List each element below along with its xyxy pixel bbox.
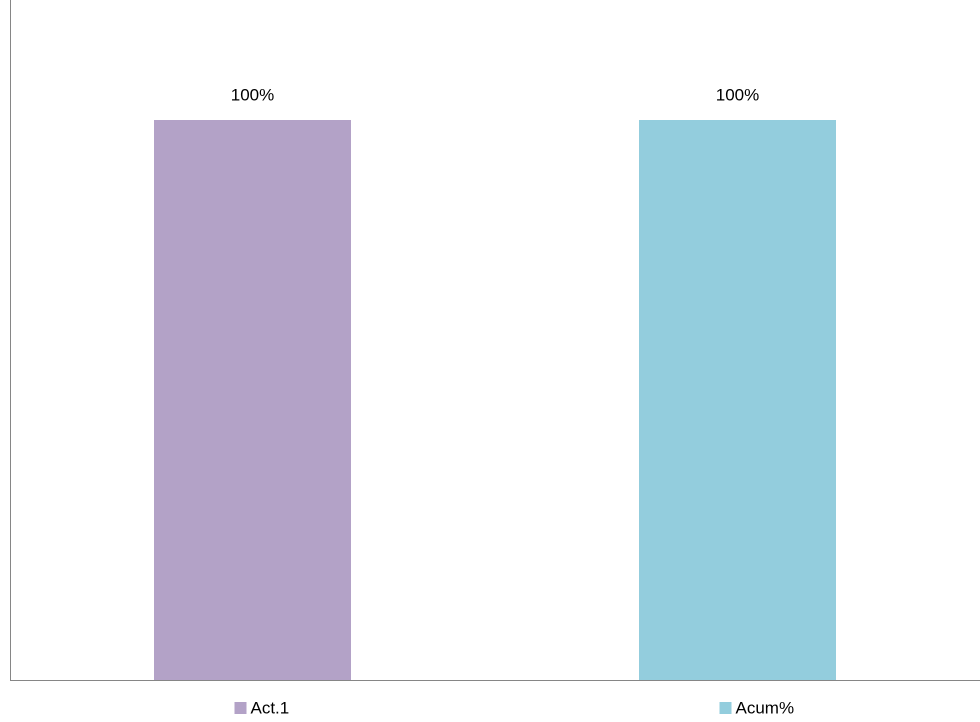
data-label: 100% <box>231 85 274 104</box>
legend-label: Acum% <box>736 698 795 717</box>
legend-label: Act.1 <box>251 698 290 717</box>
legend-swatch <box>719 702 732 714</box>
bar <box>639 120 836 680</box>
data-label: 100% <box>716 85 759 104</box>
legend-swatch <box>234 702 247 714</box>
bar <box>154 120 351 680</box>
